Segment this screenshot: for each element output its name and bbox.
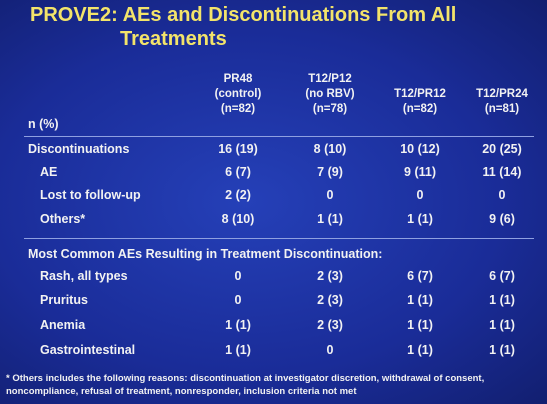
cell: 6 (7): [407, 269, 433, 283]
cell: 0: [234, 293, 242, 307]
column-header: T12/PR24: [476, 88, 528, 100]
cell: 9 (11): [404, 165, 436, 179]
row-label: Lost to follow-up: [40, 188, 141, 202]
cell: 2 (2): [225, 188, 251, 202]
section-rule: [24, 238, 534, 239]
column-header: PR48: [223, 73, 253, 85]
section-header: Most Common AEs Resulting in Treatment D…: [28, 247, 383, 261]
column-header: (no RBV): [305, 88, 355, 100]
cell: 16 (19): [218, 142, 258, 156]
row-label: Rash, all types: [40, 269, 128, 283]
column-header: (n=81): [484, 103, 520, 115]
footnote: * Others includes the following reasons:…: [6, 373, 485, 397]
cell: 0: [498, 188, 506, 202]
cell: 1 (1): [407, 343, 433, 357]
cell: 2 (3): [317, 269, 343, 283]
column-header: T12/P12: [308, 73, 352, 85]
cell: 0: [234, 269, 242, 283]
cell: 1 (1): [407, 212, 433, 226]
row-label: Others*: [40, 212, 86, 226]
cell: 2 (3): [317, 293, 343, 307]
cell: 6 (7): [225, 165, 251, 179]
cell: 6 (7): [489, 269, 515, 283]
cell: 0: [326, 343, 334, 357]
cell: 8 (10): [221, 212, 255, 226]
cell: 1 (1): [407, 318, 433, 332]
cell: 7 (9): [317, 165, 343, 179]
row-label: AE: [40, 165, 58, 179]
row-label: Discontinuations: [28, 142, 130, 156]
cell: 1 (1): [489, 318, 515, 332]
cell: 0: [416, 188, 424, 202]
cell: 1 (1): [225, 318, 251, 332]
title-line: PROVE2: AEs and Discontinuations From Al…: [30, 4, 457, 26]
cell: 1 (1): [225, 343, 251, 357]
cell: 8 (10): [313, 142, 347, 156]
column-header: (control): [214, 88, 262, 100]
cell: 0: [326, 188, 334, 202]
row-label: Pruritus: [40, 293, 88, 307]
cell: 20 (25): [482, 142, 522, 156]
title-line: Treatments: [120, 28, 227, 50]
cell: 10 (12): [400, 142, 440, 156]
cell: 2 (3): [317, 318, 343, 332]
cell: 11 (14): [482, 165, 522, 179]
cell: 1 (1): [317, 212, 343, 226]
cell: 9 (6): [489, 212, 515, 226]
cell: 1 (1): [489, 343, 515, 357]
row-label: Anemia: [40, 318, 86, 332]
cell: 1 (1): [489, 293, 515, 307]
cell: 1 (1): [407, 293, 433, 307]
header-rule: [24, 136, 534, 137]
column-header: (n=78): [312, 103, 348, 115]
column-header: (n=82): [402, 103, 438, 115]
row-label: Gastrointestinal: [40, 343, 136, 357]
column-header: T12/PR12: [394, 88, 446, 100]
column-header: (n=82): [220, 103, 256, 115]
row-header: n (%): [28, 117, 59, 131]
